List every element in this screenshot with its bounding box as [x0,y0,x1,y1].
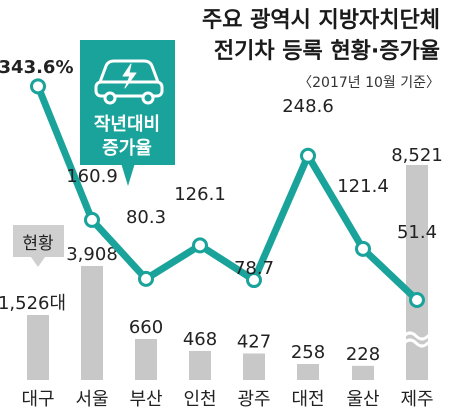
line-legend-pointer [121,163,135,186]
growth-line [34,85,420,303]
category-labels: 대구 서울 부산 인천 광주 대전 울산 제주 [21,389,433,410]
line-value-label: 160.9 [66,166,118,187]
bar-legend-bg [13,225,64,257]
x-tick-label: 대전 [291,389,324,410]
line-point-광주 [246,272,262,289]
bar-인천 [189,350,211,380]
x-tick-label: 인천 [183,389,216,410]
bar-울산 [352,365,374,380]
line-value-label: 248.6 [282,96,334,117]
x-tick-label: 부산 [129,389,162,410]
bar-value-label: 228 [346,344,380,365]
line-point-대전 [300,147,316,164]
line-value-label: 51.4 [397,222,437,243]
line-point-울산 [355,240,371,257]
x-tick-label: 광주 [237,389,270,410]
line-series: 343.6% 160.9 80.3 126.1 78.7 248.6 121.4 51.4 [0,57,437,309]
line-value-label: 80.3 [126,207,166,228]
line-legend-box: 작년대비 증가율 [80,40,175,186]
line-point-제주 [409,292,425,309]
bar-제주 [406,165,428,380]
x-tick-label: 서울 [75,389,108,410]
axis-break-mark [402,331,442,348]
line-legend-label-1: 작년대비 [94,114,160,135]
line-value-label: 78.7 [234,258,274,279]
bar-value-label: 8,521 [391,145,443,166]
bar-value-label: 468 [183,329,217,350]
line-value-label: 126.1 [174,184,226,205]
bar-value-label: 427 [237,331,271,352]
line-point-대구 [30,78,46,95]
bar-서울 [81,266,103,380]
chart-title-line2: 전기차 등록 현황·증가율 [214,39,440,64]
bar-legend-pointer [31,257,45,267]
chart-subtitle: 〈2017년 10월 기준〉 [298,75,440,91]
line-value-label: 343.6% [0,57,73,78]
x-tick-label: 제주 [400,389,433,410]
line-legend-label-2: 증가율 [102,138,152,159]
x-tick-label: 울산 [346,389,379,410]
line-point-인천 [192,237,208,254]
x-tick-label: 대구 [21,389,54,410]
bar-value-label: 1,526대 [0,293,66,314]
line-value-label: 121.4 [337,176,389,197]
bar-legend: 현황 [13,225,64,267]
line-point-서울 [84,211,100,228]
bar-series: 1,526대 3,908 660 468 427 258 228 8,521 [0,145,443,380]
chart-title-line1: 주요 광역시 지방자치단체 [202,8,440,33]
bar-value-label: 3,908 [66,244,118,265]
line-point-부산 [138,270,154,287]
bar-광주 [243,353,265,380]
bar-부산 [135,339,157,380]
bar-legend-label: 현황 [22,234,53,254]
electric-car-icon [94,59,164,105]
bar-value-label: 258 [291,342,325,363]
bar-대구 [27,315,49,380]
bar-value-label: 660 [129,317,163,338]
bar-대전 [297,363,319,380]
